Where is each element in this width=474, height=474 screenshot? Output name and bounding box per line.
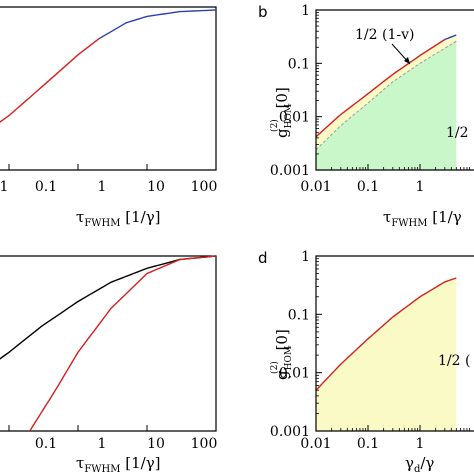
panel-c-series-0 <box>0 255 217 360</box>
panel-c: 0.1 1 10 100 τFWHM [1/γ] <box>0 255 218 474</box>
panel-d-annotation: 1/2 ( <box>438 353 470 369</box>
panel-c-xtick-label: 100 <box>191 436 218 452</box>
panel-b-ytick-label: 0.001 <box>270 163 310 179</box>
panel-b-series-0 <box>316 38 446 138</box>
panel-b-xlabel: τFWHM [1/γ <box>383 208 462 229</box>
panel-b-annotation-lower: 1/2 <box>446 125 469 141</box>
panel-d-xtick-label: 0.01 <box>300 436 331 452</box>
panel-d-ytick-label: 0.01 <box>279 366 310 382</box>
panel-a-xlabel: τFWHM [1/γ] <box>76 208 161 229</box>
panel-b-annotation-upper: 1/2 (1-v) <box>355 27 414 43</box>
panel-a-series-1 <box>98 9 217 40</box>
panel-c-xtick-label: 1 <box>98 436 107 452</box>
panel-c-series-1 <box>29 255 217 432</box>
panel-d-ytick-label: 0.1 <box>288 307 310 323</box>
panel-a-frame <box>0 6 217 171</box>
panel-d-fill-upper <box>316 278 457 431</box>
panel-a-xtick-label: 1 <box>98 179 107 195</box>
panel-a-series-0 <box>0 38 100 123</box>
panel-b-xtick-label: 0.01 <box>300 179 331 195</box>
panel-b-ylabel: gHOM(2) [0] <box>269 87 294 138</box>
panel-b-fill-lower <box>316 41 457 170</box>
panel-d-series-0 <box>316 277 457 391</box>
panel-b-series-1 <box>444 34 457 41</box>
panel-b-ytick-label: 0.01 <box>279 110 310 126</box>
panel-c-xlabel: τFWHM [1/γ] <box>76 454 161 474</box>
panel-d-letter: d <box>258 249 268 267</box>
panel-b-ytick-label: 0.1 <box>288 56 310 72</box>
panel-b-series-2 <box>316 40 457 151</box>
panel-c-frame <box>0 255 217 432</box>
panel-d-ytick-label: 0.001 <box>270 424 310 440</box>
panel-b-frame <box>315 9 474 171</box>
panel-b-ytick-label: 1 <box>301 3 310 19</box>
panel-d-xlabel: γd/γ <box>405 454 434 474</box>
panel-c-xtick-label: 10 <box>147 436 165 452</box>
panel-a-xtick-label: 100 <box>191 179 218 195</box>
panel-a-xtick-label: 10 <box>147 179 165 195</box>
panel-b-xtick-label: 0.1 <box>357 179 379 195</box>
panel-b-xtick-label: 1 <box>416 179 425 195</box>
panel-a-xtick-label: 1 <box>0 179 8 195</box>
panel-d-frame <box>315 255 474 432</box>
panel-b-letter: b <box>258 3 268 21</box>
panel-b-arrowhead <box>404 57 410 64</box>
panel-c-xtick-label: 0.1 <box>35 436 57 452</box>
panel-a-xtick-label: 0.1 <box>35 179 57 195</box>
panel-a: 1 0.1 1 10 100 τFWHM [1/γ] <box>0 6 218 229</box>
panel-d-xtick-label: 0.1 <box>357 436 379 452</box>
panel-d-ylabel: gHOM(2) [0] <box>269 329 294 380</box>
panel-d-ytick-label: 1 <box>301 249 310 265</box>
panel-d-xtick-label: 1 <box>416 436 425 452</box>
